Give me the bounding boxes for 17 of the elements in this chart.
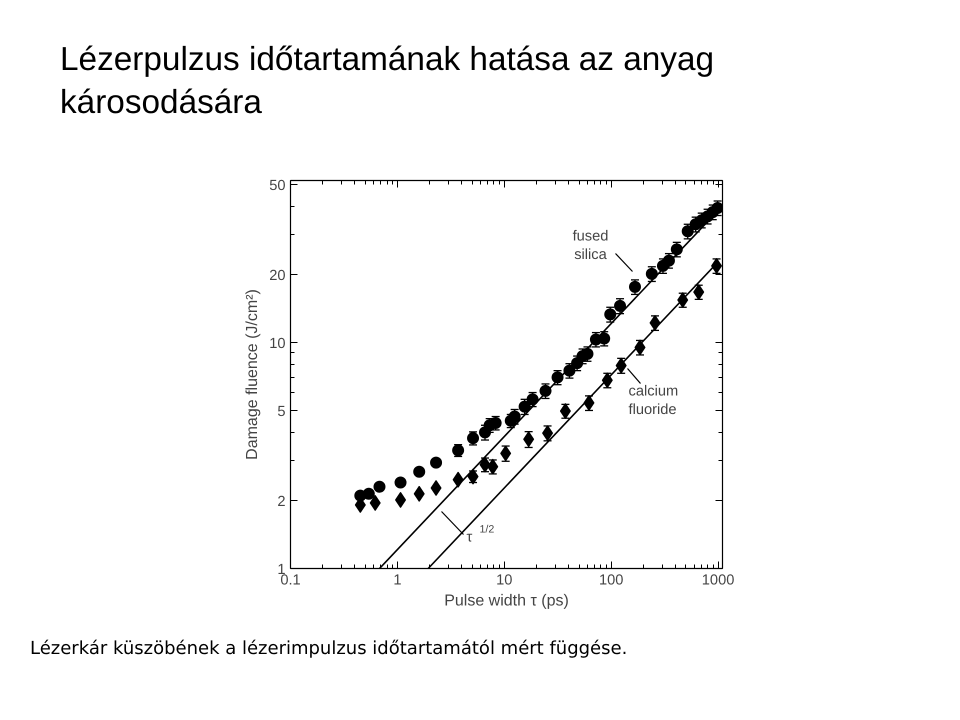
y-tick-label: 2 xyxy=(277,494,286,510)
x-tick-label: 1000 xyxy=(702,572,734,588)
x-tick-label: 0.1 xyxy=(280,572,301,588)
y-tick-label: 20 xyxy=(269,268,286,284)
x-tick-label: 10 xyxy=(496,572,512,588)
y-tick-label: 10 xyxy=(269,336,286,352)
x-tick-label: 1 xyxy=(393,572,402,588)
x-tick-label: 100 xyxy=(598,572,624,588)
y-tick-label: 50 xyxy=(269,178,286,194)
chart-title: Lézerpulzus időtartamának hatása az anyag károsodására xyxy=(60,40,716,124)
annotation: τ1/2 xyxy=(466,524,494,546)
annotation: calcium fluoride xyxy=(628,384,678,418)
y-axis-title: Damage fluence (J/cm²) xyxy=(244,289,262,460)
y-tick-label: 5 xyxy=(277,404,286,420)
x-axis-title: Pulse width τ (ps) xyxy=(444,592,569,610)
annotation: fused silica xyxy=(572,228,608,263)
text: Lézerkár küszöbének a lézerimpulzus időtartamától mért függése. xyxy=(30,637,628,661)
